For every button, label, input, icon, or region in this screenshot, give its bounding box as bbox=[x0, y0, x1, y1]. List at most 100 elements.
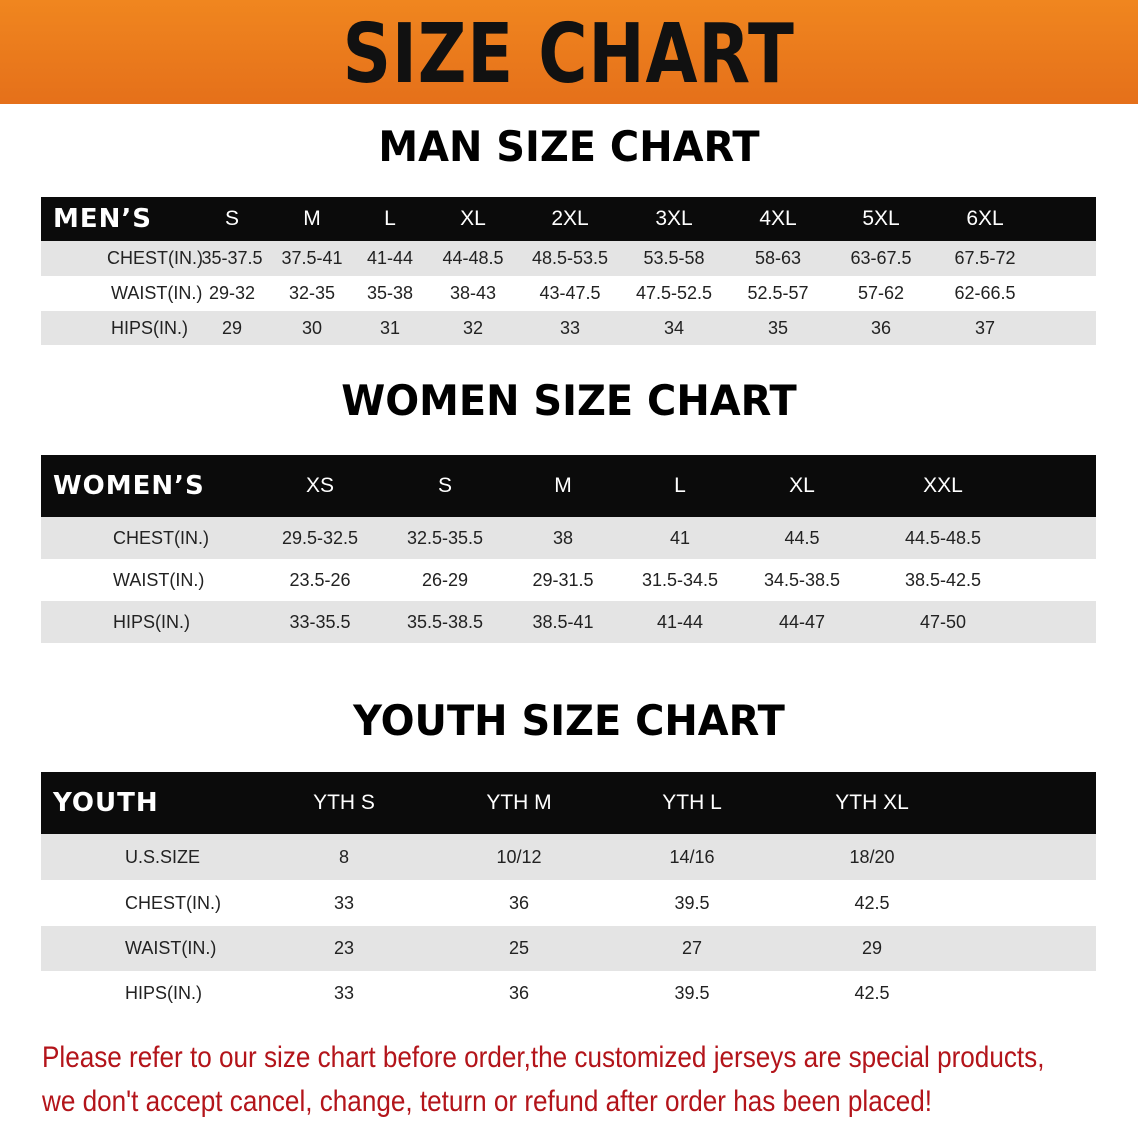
table-row: WAIST(IN.) 23 25 27 29 bbox=[41, 926, 1096, 971]
table-cell: 29 bbox=[861, 938, 883, 958]
table-cell: 29-31.5 bbox=[532, 569, 594, 590]
table-row: CHEST(IN.) 35-37.5 37.5-41 41-44 44-48.5 48.5… bbox=[41, 241, 1096, 276]
table-cell: 33 bbox=[333, 892, 355, 913]
table-row: WAIST(IN.) 23.5-26 26-29 29-31.5 31.5-34.5 34… bbox=[41, 559, 1096, 601]
size-header-cell: M bbox=[554, 474, 572, 497]
table-cell: 8 bbox=[338, 846, 350, 867]
table-row: HIPS(IN.) 29 30 31 32 33 34 35 36 37 bbox=[41, 311, 1096, 345]
size-header-cell: YTH S bbox=[313, 791, 375, 814]
size-header-cell: XL bbox=[789, 474, 815, 497]
size-header-cell: XS bbox=[305, 474, 335, 497]
row-label: WAIST(IN.) bbox=[111, 283, 203, 303]
row-label: HIPS(IN.) bbox=[111, 317, 189, 338]
size-header-cell: YTH XL bbox=[835, 791, 909, 814]
table-cell: 31 bbox=[379, 317, 401, 338]
row-label: CHEST(IN.) bbox=[107, 248, 203, 268]
size-header-cell: L bbox=[674, 474, 686, 497]
banner-title: SIZE CHART bbox=[342, 6, 796, 102]
table-cell: 42.5 bbox=[854, 983, 890, 1003]
table-cell: 44-47 bbox=[778, 611, 826, 632]
table-cell: 41-44 bbox=[366, 248, 414, 268]
table-cell: 29 bbox=[221, 317, 243, 338]
youth-size-table: YOUTH YTH S YTH M YTH L YTH XL U.S.SIZE 8 10/12… bbox=[41, 772, 1096, 1016]
banner: SIZE CHART bbox=[0, 0, 1138, 104]
table-cell: 32.5-35.5 bbox=[406, 527, 484, 548]
table-cell: 23 bbox=[333, 938, 355, 958]
size-header-cell: S bbox=[437, 474, 453, 497]
table-cell: 36 bbox=[508, 892, 530, 913]
table-cell: 29-32 bbox=[208, 283, 256, 303]
size-header-cell: 3XL bbox=[655, 207, 693, 230]
table-cell: 43-47.5 bbox=[539, 283, 601, 303]
size-header-cell: XL bbox=[460, 207, 486, 230]
table-cell: 47.5-52.5 bbox=[635, 283, 713, 303]
table-cell: 37 bbox=[974, 317, 996, 338]
table-row: CHEST(IN.) 33 36 39.5 42.5 bbox=[41, 880, 1096, 926]
table-cell: 41-44 bbox=[656, 611, 704, 632]
size-header-cell: 2XL bbox=[551, 207, 589, 230]
table-cell: 52.5-57 bbox=[747, 283, 809, 303]
table-row: CHEST(IN.) 29.5-32.5 32.5-35.5 38 41 44.5 44.5… bbox=[41, 517, 1096, 559]
table-cell: 33 bbox=[333, 983, 355, 1003]
size-header-cell: 5XL bbox=[862, 207, 900, 230]
row-label: WAIST(IN.) bbox=[125, 938, 217, 958]
table-cell: 57-62 bbox=[857, 283, 905, 303]
size-header-cell: YTH L bbox=[662, 791, 722, 814]
table-cell: 39.5 bbox=[674, 983, 710, 1003]
table-row: U.S.SIZE 8 10/12 14/16 18/20 bbox=[41, 834, 1096, 880]
table-cell: 36 bbox=[508, 983, 530, 1003]
table-header-row: MEN’S S M L XL 2XL 3XL 4XL 5XL 6XL bbox=[41, 197, 1096, 241]
table-cell: 30 bbox=[301, 317, 323, 338]
disclaimer-note: Please refer to our size chart before or… bbox=[42, 1036, 1045, 1124]
table-cell: 67.5-72 bbox=[954, 248, 1016, 268]
table-header-row: WOMEN’S XS S M L XL XXL bbox=[41, 455, 1096, 517]
table-cell: 26-29 bbox=[421, 569, 469, 590]
row-label: HIPS(IN.) bbox=[125, 983, 203, 1003]
men-section-title: MAN SIZE CHART bbox=[378, 122, 760, 171]
table-cell: 44.5-48.5 bbox=[904, 527, 982, 548]
table-row: WAIST(IN.) 29-32 32-35 35-38 38-43 43-47.5 47.… bbox=[41, 276, 1096, 311]
table-cell: 42.5 bbox=[854, 892, 890, 913]
row-label: WAIST(IN.) bbox=[113, 569, 205, 590]
table-cell: 38 bbox=[552, 527, 574, 548]
men-size-table: MEN’S S M L XL 2XL 3XL 4XL 5XL 6XL CHEST(IN.) 35-37… bbox=[41, 197, 1096, 345]
table-cell: 33 bbox=[559, 317, 581, 338]
size-header-cell: S bbox=[224, 207, 240, 230]
table-cell: 44-48.5 bbox=[442, 248, 504, 268]
table-cell: 58-63 bbox=[754, 248, 802, 268]
row-label: U.S.SIZE bbox=[125, 846, 201, 867]
table-title-cell: MEN’S bbox=[53, 204, 152, 234]
table-cell: 39.5 bbox=[674, 892, 710, 913]
table-cell: 41 bbox=[669, 527, 691, 548]
table-title-cell: WOMEN’S bbox=[53, 471, 205, 501]
table-cell: 18/20 bbox=[849, 846, 895, 867]
table-header-row: YOUTH YTH S YTH M YTH L YTH XL bbox=[41, 772, 1096, 834]
table-row: HIPS(IN.) 33-35.5 35.5-38.5 38.5-41 41-44 44-… bbox=[41, 601, 1096, 643]
table-cell: 36 bbox=[870, 317, 892, 338]
table-cell: 32-35 bbox=[288, 283, 336, 303]
table-cell: 53.5-58 bbox=[643, 248, 705, 268]
table-cell: 34 bbox=[663, 317, 685, 338]
row-label: CHEST(IN.) bbox=[125, 892, 221, 913]
table-cell: 38.5-42.5 bbox=[904, 569, 982, 590]
size-header-cell: 6XL bbox=[966, 207, 1004, 230]
table-cell: 62-66.5 bbox=[954, 283, 1016, 303]
table-cell: 37.5-41 bbox=[281, 248, 343, 268]
note-line-2: we don't accept cancel, change, teturn o… bbox=[42, 1085, 933, 1118]
table-cell: 32 bbox=[462, 317, 484, 338]
table-cell: 29.5-32.5 bbox=[281, 527, 359, 548]
table-cell: 14/16 bbox=[669, 846, 715, 867]
table-row: HIPS(IN.) 33 36 39.5 42.5 bbox=[41, 971, 1096, 1016]
table-cell: 35.5-38.5 bbox=[406, 611, 484, 632]
youth-section-title: YOUTH SIZE CHART bbox=[353, 696, 785, 745]
size-header-cell: XXL bbox=[923, 474, 963, 497]
note-line-1: Please refer to our size chart before or… bbox=[42, 1041, 1045, 1074]
row-label: CHEST(IN.) bbox=[113, 527, 209, 548]
table-cell: 23.5-26 bbox=[289, 569, 351, 590]
table-title-cell: YOUTH bbox=[53, 788, 159, 818]
table-cell: 48.5-53.5 bbox=[531, 248, 609, 268]
table-cell: 31.5-34.5 bbox=[641, 569, 719, 590]
women-section-title: WOMEN SIZE CHART bbox=[341, 376, 797, 425]
table-cell: 44.5 bbox=[784, 527, 820, 548]
table-cell: 34.5-38.5 bbox=[763, 569, 841, 590]
